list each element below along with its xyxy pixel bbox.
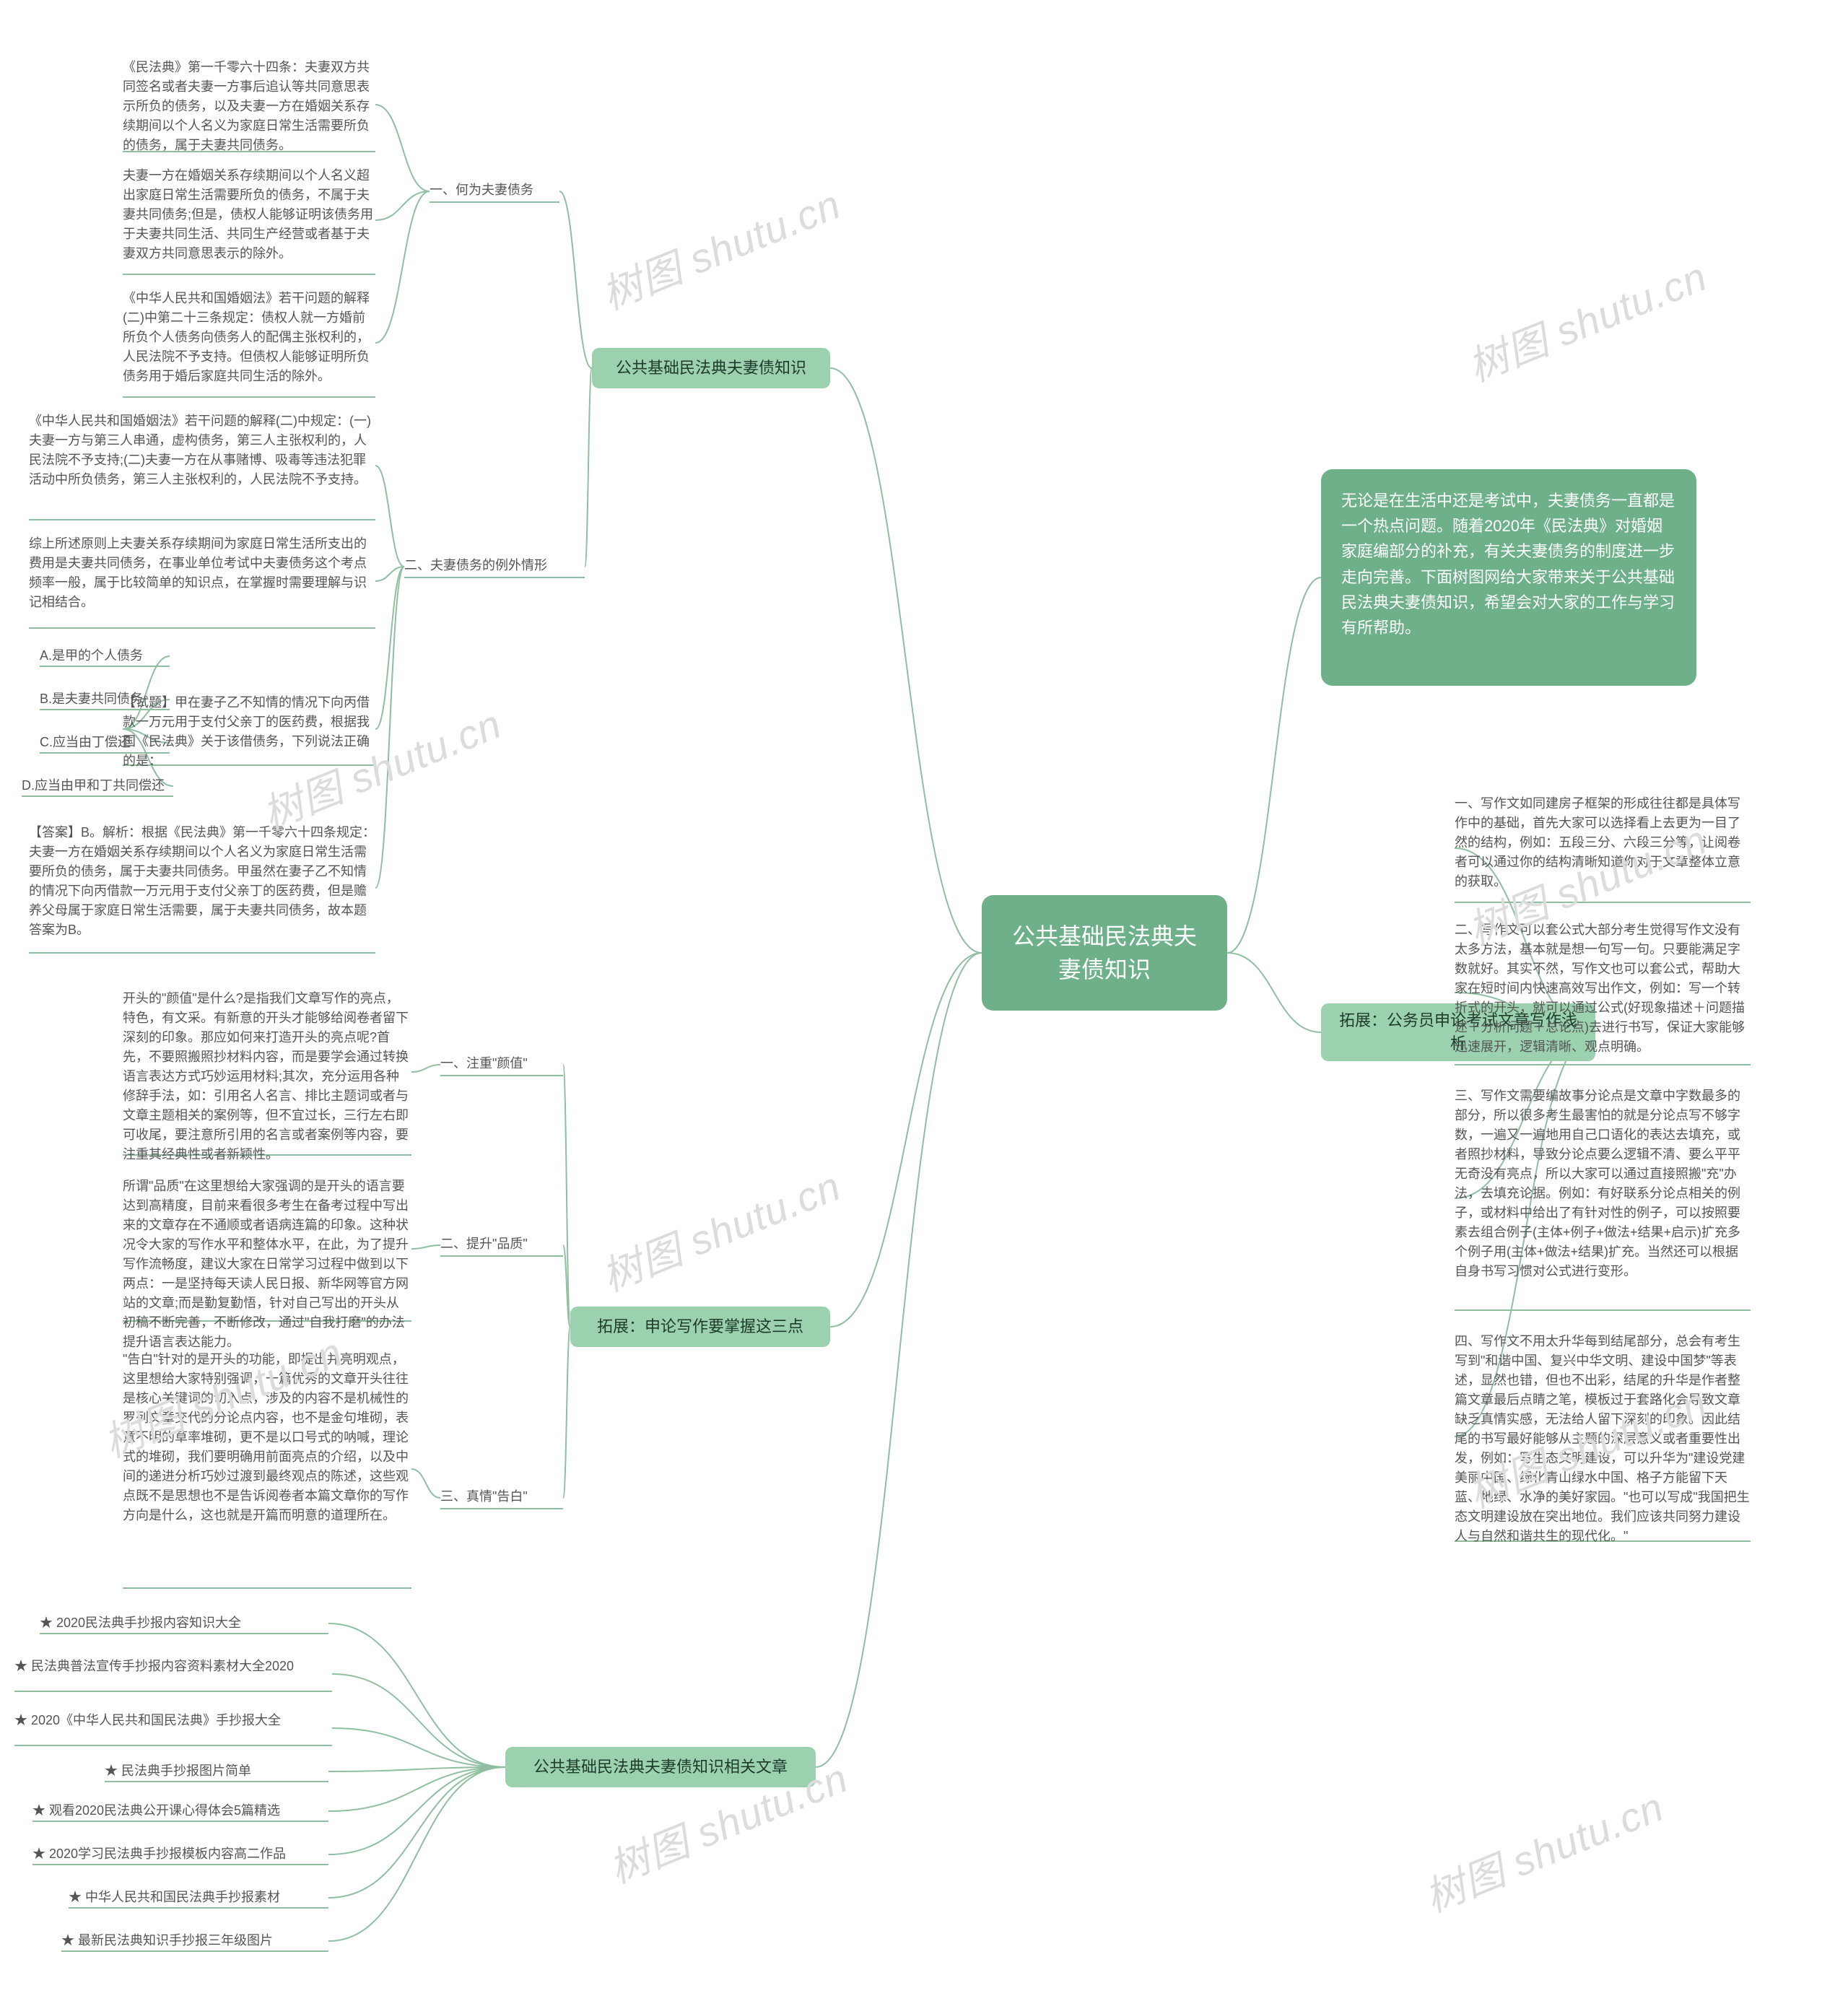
node-b2n3: "告白"针对的是开头的功能，即提出并亮明观点，这里想给大家特别强调，一篇优秀的文… — [123, 1350, 411, 1588]
node-text: 公共基础民法典夫妻债知识 — [616, 357, 806, 380]
node-b3n6: ★ 2020学习民法典手抄报模板内容高二作品 — [32, 1844, 328, 1865]
node-text: 公共基础民法典夫妻债知识相关文章 — [533, 1756, 788, 1779]
node-b1m2: 二、夫妻债务的例外情形 — [404, 556, 585, 577]
node-text: 夫妻一方在婚姻关系存续期间以个人名义超出家庭日常生活需要所负的债务，不属于夫妻共… — [123, 166, 375, 263]
watermark: 树图 shutu.cn — [592, 1154, 848, 1303]
node-text: ★ 民法典手抄报图片简单 — [105, 1761, 328, 1781]
node-b1: 公共基础民法典夫妻债知识 — [592, 348, 830, 388]
node-text: ★ 2020民法典手抄报内容知识大全 — [40, 1613, 328, 1633]
node-text: C.应当由丁偿还 — [40, 733, 170, 752]
node-b1ans: 【答案】B。解析：根据《民法典》第一千零六十四条规定：夫妻一方在婚姻关系存续期间… — [29, 823, 375, 953]
node-text: 二、写作文可以套公式大部分考生觉得写作文没有太多方法，基本就是想一句写一句。只要… — [1455, 920, 1751, 1057]
node-text: 《中华人民共和国婚姻法》若干问题的解释(二)中规定：(一)夫妻一方与第三人串通，… — [29, 411, 375, 489]
node-text: 综上所述原则上夫妻关系存续期间为家庭日常生活所支出的费用是夫妻共同债务，在事业单… — [29, 534, 375, 612]
watermark: 树图 shutu.cn — [1458, 245, 1714, 393]
node-text: D.应当由甲和丁共同偿还 — [22, 776, 173, 795]
node-text: B.是夫妻共同债务 — [40, 689, 170, 709]
node-b3n2: ★ 民法典普法宣传手抄报内容资料素材大全2020 — [14, 1657, 332, 1691]
node-b4n4: 四、写作文不用太升华每到结尾部分，总会有考生写到"和谐中国、复兴中华文明、建设中… — [1455, 1332, 1751, 1546]
node-b3n5: ★ 观看2020民法典公开课心得体会5篇精选 — [32, 1801, 328, 1821]
node-text: 所谓"品质"在这里想给大家强调的是开头的语言要达到高精度，目前来看很多考生在备考… — [123, 1177, 411, 1352]
node-text: 【答案】B。解析：根据《民法典》第一千零六十四条规定：夫妻一方在婚姻关系存续期间… — [29, 823, 375, 940]
node-text: 三、真情"告白" — [440, 1487, 563, 1507]
node-text: 《民法典》第一千零六十四条：夫妻双方共同签名或者夫妻一方事后追认等共同意思表示所… — [123, 58, 375, 155]
node-text: 开头的"颜值"是什么?是指我们文章写作的亮点，特色，有文采。有新意的开头才能够给… — [123, 989, 411, 1164]
node-b1optD: D.应当由甲和丁共同偿还 — [22, 776, 173, 796]
node-text: 拓展：申论写作要掌握这三点 — [597, 1315, 803, 1338]
node-b1n2: 夫妻一方在婚姻关系存续期间以个人名义超出家庭日常生活需要所负的债务，不属于夫妻共… — [123, 166, 375, 274]
node-b1optC: C.应当由丁偿还 — [40, 733, 170, 753]
node-b1optB: B.是夫妻共同债务 — [40, 689, 170, 710]
node-b1n1: 《民法典》第一千零六十四条：夫妻双方共同签名或者夫妻一方事后追认等共同意思表示所… — [123, 58, 375, 155]
node-text: ★ 最新民法典知识手抄报三年级图片 — [61, 1931, 328, 1950]
node-b3n1: ★ 2020民法典手抄报内容知识大全 — [40, 1613, 328, 1634]
node-text: ★ 中华人民共和国民法典手抄报素材 — [69, 1888, 328, 1907]
node-b3: 公共基础民法典夫妻债知识相关文章 — [505, 1747, 816, 1787]
node-b3n7: ★ 中华人民共和国民法典手抄报素材 — [69, 1888, 328, 1908]
node-text: 无论是在生活中还是考试中，夫妻债务一直都是一个热点问题。随着2020年《民法典》… — [1341, 492, 1675, 637]
node-b4n3: 三、写作文需要编故事分论点是文章中字数最多的部分，所以很多考生最害怕的就是分论点… — [1455, 1086, 1751, 1310]
node-b4n2: 二、写作文可以套公式大部分考生觉得写作文没有太多方法，基本就是想一句写一句。只要… — [1455, 920, 1751, 1065]
node-text: ★ 民法典普法宣传手抄报内容资料素材大全2020 — [14, 1657, 332, 1676]
node-text: 二、提升"品质" — [440, 1234, 563, 1254]
node-b1n4: 《中华人民共和国婚姻法》若干问题的解释(二)中规定：(一)夫妻一方与第三人串通，… — [29, 411, 375, 520]
mindmap-canvas: 公共基础民法典夫妻债知识无论是在生活中还是考试中，夫妻债务一直都是一个热点问题。… — [0, 0, 1848, 2001]
watermark: 树图 shutu.cn — [592, 173, 848, 321]
node-text: ★ 2020学习民法典手抄报模板内容高二作品 — [32, 1844, 328, 1864]
node-b2m2: 二、提升"品质" — [440, 1234, 563, 1256]
node-b3n4: ★ 民法典手抄报图片简单 — [105, 1761, 328, 1782]
node-root: 公共基础民法典夫妻债知识 — [982, 895, 1227, 1011]
node-b1n5: 综上所述原则上夫妻关系存续期间为家庭日常生活所支出的费用是夫妻共同债务，在事业单… — [29, 534, 375, 628]
watermark: 树图 shutu.cn — [1415, 1775, 1671, 1924]
node-text: 一、何为夫妻债务 — [430, 180, 559, 200]
node-b2: 拓展：申论写作要掌握这三点 — [570, 1307, 830, 1347]
node-text: 三、写作文需要编故事分论点是文章中字数最多的部分，所以很多考生最害怕的就是分论点… — [1455, 1086, 1751, 1281]
node-b2n2: 所谓"品质"在这里想给大家强调的是开头的语言要达到高精度，目前来看很多考生在备考… — [123, 1177, 411, 1352]
node-text: 一、注重"颜值" — [440, 1054, 563, 1073]
node-text: ★ 观看2020民法典公开课心得体会5篇精选 — [32, 1801, 328, 1821]
node-b1n3: 《中华人民共和国婚姻法》若干问题的解释(二)中第二十三条规定：债权人就一方婚前所… — [123, 289, 375, 397]
node-text: 一、写作文如同建房子框架的形成往往都是具体写作中的基础，首先大家可以选择看上去更… — [1455, 794, 1751, 891]
node-b2m3: 三、真情"告白" — [440, 1487, 563, 1509]
node-b4n1: 一、写作文如同建房子框架的形成往往都是具体写作中的基础，首先大家可以选择看上去更… — [1455, 794, 1751, 902]
node-text: 四、写作文不用太升华每到结尾部分，总会有考生写到"和谐中国、复兴中华文明、建设中… — [1455, 1332, 1751, 1546]
node-text: "告白"针对的是开头的功能，即提出并亮明观点，这里想给大家特别强调，一篇优秀的文… — [123, 1350, 411, 1525]
node-b3n8: ★ 最新民法典知识手抄报三年级图片 — [61, 1931, 328, 1951]
node-intro: 无论是在生活中还是考试中，夫妻债务一直都是一个热点问题。随着2020年《民法典》… — [1321, 469, 1696, 686]
node-b3n3: ★ 2020《中华人民共和国民法典》手抄报大全 — [14, 1711, 332, 1745]
node-b2m1: 一、注重"颜值" — [440, 1054, 563, 1076]
node-text: ★ 2020《中华人民共和国民法典》手抄报大全 — [14, 1711, 332, 1730]
node-text: 公共基础民法典夫妻债知识 — [1002, 920, 1207, 987]
node-text: 《中华人民共和国婚姻法》若干问题的解释(二)中第二十三条规定：债权人就一方婚前所… — [123, 289, 375, 386]
node-b1m1: 一、何为夫妻债务 — [430, 180, 559, 202]
node-b1optA: A.是甲的个人债务 — [40, 646, 170, 666]
node-b2n1: 开头的"颜值"是什么?是指我们文章写作的亮点，特色，有文采。有新意的开头才能够给… — [123, 989, 411, 1164]
node-text: 二、夫妻债务的例外情形 — [404, 556, 585, 575]
node-text: A.是甲的个人债务 — [40, 646, 170, 666]
